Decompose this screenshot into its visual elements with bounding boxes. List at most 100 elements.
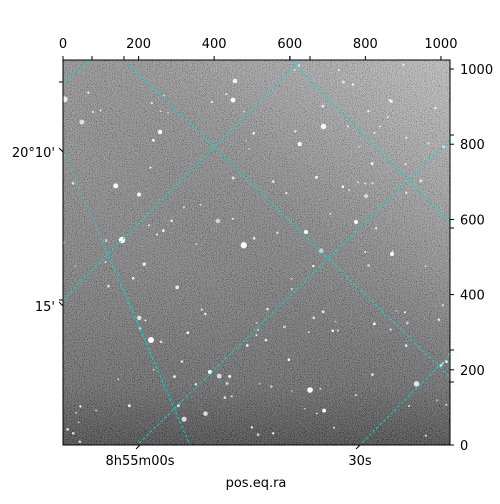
star	[149, 166, 152, 169]
star	[315, 175, 318, 179]
star	[285, 192, 288, 195]
star	[246, 344, 249, 347]
star	[245, 140, 247, 142]
star	[148, 224, 151, 227]
star	[304, 407, 306, 410]
top-tick-label-3: 600	[277, 37, 302, 52]
coordinate-grid	[63, 60, 450, 445]
star	[180, 360, 184, 363]
star	[389, 99, 393, 103]
star	[402, 63, 405, 66]
star	[371, 373, 374, 376]
star	[230, 395, 233, 398]
star	[150, 102, 153, 105]
right-tick-label-4: 800	[460, 138, 485, 153]
grid-line-1	[63, 149, 191, 445]
star	[405, 191, 408, 195]
star	[334, 320, 337, 323]
star	[374, 227, 378, 230]
star	[336, 329, 339, 332]
star	[257, 329, 259, 331]
star	[329, 212, 332, 215]
star	[252, 237, 256, 240]
star	[290, 288, 293, 291]
star	[210, 100, 214, 104]
star	[321, 310, 325, 314]
star	[395, 309, 398, 312]
star	[79, 119, 85, 125]
star	[342, 80, 345, 84]
star	[232, 78, 238, 84]
star	[107, 284, 110, 288]
star	[405, 136, 408, 139]
star	[318, 248, 324, 254]
star	[136, 315, 142, 321]
star	[156, 233, 159, 236]
star	[441, 304, 444, 307]
grid-line-3	[289, 60, 450, 224]
dec-tick-label-1: 15'	[35, 300, 55, 315]
star	[272, 432, 275, 435]
star	[405, 321, 409, 325]
star	[264, 338, 268, 342]
star	[321, 104, 325, 108]
star	[163, 94, 165, 97]
star	[177, 404, 180, 408]
pixel-ticks-right: 0 200 400 600 800 1000	[450, 63, 493, 454]
star	[294, 130, 297, 133]
star	[373, 131, 376, 134]
star	[74, 265, 77, 267]
pixel-ticks-top: 0 200 400 600 800 1000	[59, 37, 457, 60]
star	[113, 183, 119, 189]
star	[215, 218, 221, 224]
star	[243, 110, 245, 113]
right-tick-label-3: 600	[460, 213, 485, 228]
star	[293, 68, 296, 71]
star	[173, 375, 176, 379]
star	[104, 261, 107, 264]
star	[346, 125, 349, 128]
star	[240, 242, 247, 249]
star	[386, 116, 389, 118]
star	[363, 194, 369, 199]
star	[427, 142, 430, 145]
star	[379, 125, 382, 128]
star-field	[63, 63, 450, 444]
star	[389, 328, 392, 331]
star	[307, 331, 310, 334]
bright-star	[304, 230, 308, 234]
star	[71, 431, 75, 435]
star	[200, 308, 203, 311]
star	[367, 264, 370, 267]
star	[127, 404, 131, 408]
star	[312, 316, 316, 320]
star	[391, 250, 394, 253]
star	[367, 110, 370, 113]
star	[99, 109, 102, 112]
star	[315, 412, 318, 415]
star	[436, 399, 439, 402]
bright-star	[157, 129, 163, 135]
ra-tick-label-1: 30s	[348, 454, 372, 469]
star	[131, 276, 135, 280]
star	[117, 378, 119, 381]
grid-line-5	[136, 139, 450, 445]
right-tick-label-0: 0	[460, 439, 468, 454]
star	[424, 265, 427, 268]
right-tick-label-1: 200	[460, 364, 485, 379]
star	[181, 416, 187, 422]
star	[203, 411, 208, 416]
star	[354, 393, 358, 397]
star	[228, 374, 232, 378]
star	[322, 408, 327, 413]
star	[159, 340, 163, 344]
star	[297, 142, 302, 147]
dec-tick-label-0: 20°10'	[12, 146, 55, 161]
star	[66, 428, 69, 431]
bright-star	[354, 220, 358, 224]
sky-image	[63, 60, 450, 445]
star	[175, 285, 180, 290]
star	[255, 321, 258, 324]
star	[152, 368, 155, 371]
